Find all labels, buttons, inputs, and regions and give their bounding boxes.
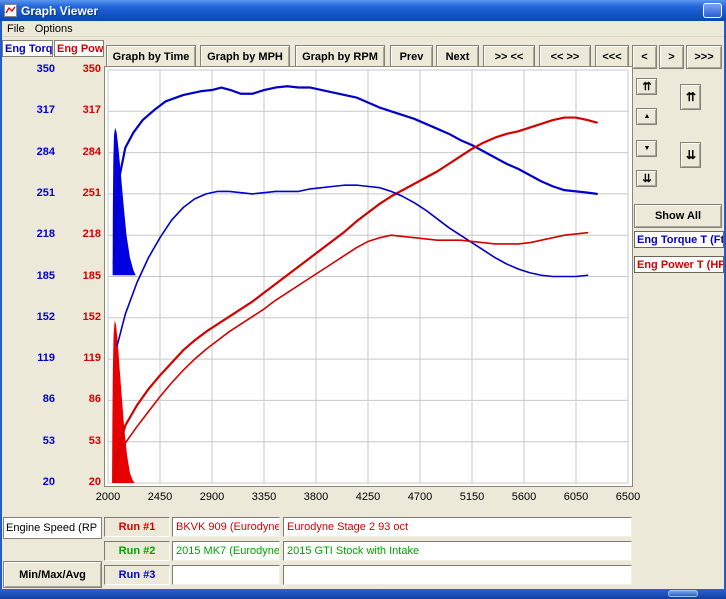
y-tick-label: 152 (82, 311, 101, 323)
engine-speed-label: Engine Speed (RP (3, 517, 102, 539)
pan-right-fast-button[interactable]: >>> (686, 45, 722, 69)
series-run-2-eng-torque-ft-lb- (116, 184, 589, 347)
run-label-2[interactable]: Run #2 (104, 541, 170, 561)
x-tick-label: 6500 (615, 491, 641, 503)
show-all-button[interactable]: Show All (634, 204, 722, 228)
x-tick-label: 2900 (199, 491, 225, 503)
series-run-1-eng-power-hp- (113, 116, 598, 478)
zoom-in-button[interactable]: >> << (483, 45, 535, 69)
run-label-3[interactable]: Run #3 (104, 565, 170, 585)
run-1-description-field[interactable]: Eurodyne Stage 2 93 oct (283, 517, 632, 537)
series-run-2-eng-power-hp- (114, 231, 589, 459)
y-tick-label: 53 (88, 435, 101, 447)
prev-button[interactable]: Prev (390, 45, 433, 69)
resize-grip-button[interactable] (668, 590, 698, 597)
y-tick-label: 53 (42, 435, 55, 447)
app-icon (4, 4, 17, 17)
pan-left-fast-button[interactable]: <<< (595, 45, 629, 69)
run-3-description-field[interactable] (283, 565, 632, 585)
series-run-1-eng-torque-ft-lb- (112, 85, 598, 266)
menu-bar: File Options (2, 21, 724, 37)
menu-options[interactable]: Options (34, 22, 73, 35)
next-button[interactable]: Next (436, 45, 479, 69)
run-start-power-noise (112, 320, 135, 483)
y-tick-label: 317 (36, 104, 55, 116)
zoom-out-button[interactable]: << >> (539, 45, 591, 69)
axis-header-torque[interactable]: Eng Torqu (2, 40, 53, 57)
y-tick-label: 251 (82, 187, 101, 199)
graph-by-rpm-button[interactable]: Graph by RPM (295, 45, 385, 69)
y-tick-label: 350 (36, 63, 55, 75)
y-tick-label: 185 (36, 270, 55, 282)
double-up-icon[interactable]: ⇈ (680, 84, 701, 110)
y-tick-label: 20 (88, 476, 101, 488)
y-tick-label: 317 (82, 104, 101, 116)
y-tick-label: 284 (36, 146, 55, 158)
y-tick-label: 20 (42, 476, 55, 488)
x-tick-label: 3800 (303, 491, 329, 503)
down-icon[interactable]: ▼ (636, 140, 657, 157)
run-3-file-field[interactable] (172, 565, 280, 585)
y-tick-label: 152 (36, 311, 55, 323)
titlebar-button[interactable] (703, 3, 722, 18)
min-max-avg-button[interactable]: Min/Max/Avg (3, 561, 102, 588)
y-tick-label: 185 (82, 270, 101, 282)
x-tick-label: 6050 (563, 491, 589, 503)
x-tick-label: 2450 (147, 491, 173, 503)
y-tick-label: 86 (88, 393, 101, 405)
x-tick-label: 2000 (95, 491, 121, 503)
y-tick-label: 119 (83, 352, 101, 364)
window-title: Graph Viewer (21, 3, 99, 18)
pan-left-button[interactable]: < (632, 45, 657, 69)
pan-right-button[interactable]: > (659, 45, 684, 69)
run-1-file-field[interactable]: BKVK 909 (Eurodyne, I (172, 517, 280, 537)
y-tick-label: 350 (82, 63, 101, 75)
chart-plot-area (104, 66, 633, 487)
y-tick-label: 218 (82, 228, 101, 240)
window-frame-left (0, 21, 2, 599)
y-tick-label: 119 (37, 352, 55, 364)
y-tick-label: 86 (42, 393, 55, 405)
double-down-icon[interactable]: ⇊ (680, 142, 701, 168)
x-tick-label: 4250 (355, 491, 381, 503)
run-2-file-field[interactable]: 2015 MK7 (Eurodyne, E (172, 541, 280, 561)
run-2-description-field[interactable]: 2015 GTI Stock with Intake (283, 541, 632, 561)
y-tick-label: 218 (36, 228, 55, 240)
legend-eng-torque[interactable]: Eng Torque T (Ft- (634, 231, 724, 248)
x-tick-label: 3350 (251, 491, 277, 503)
run-start-torque-noise (112, 127, 136, 276)
dyno-chart (107, 69, 629, 484)
x-tick-label: 5150 (459, 491, 485, 503)
double-down-icon[interactable]: ⇊ (636, 170, 657, 187)
window-frame-right (724, 21, 726, 599)
y-tick-label: 251 (36, 187, 55, 199)
y-tick-label: 284 (82, 146, 101, 158)
graph-by-time-button[interactable]: Graph by Time (106, 45, 196, 69)
x-tick-label: 5600 (511, 491, 537, 503)
up-icon[interactable]: ▲ (636, 108, 657, 125)
menu-file[interactable]: File (7, 22, 25, 35)
double-up-icon[interactable]: ⇈ (636, 78, 657, 95)
run-label-1[interactable]: Run #1 (104, 517, 170, 537)
window-bottom-frame (0, 589, 726, 599)
legend-eng-power[interactable]: Eng Power T (HP) (634, 256, 724, 273)
axis-header-power[interactable]: Eng Powe (54, 40, 104, 57)
x-tick-label: 4700 (407, 491, 433, 503)
titlebar[interactable]: Graph Viewer (0, 0, 726, 21)
